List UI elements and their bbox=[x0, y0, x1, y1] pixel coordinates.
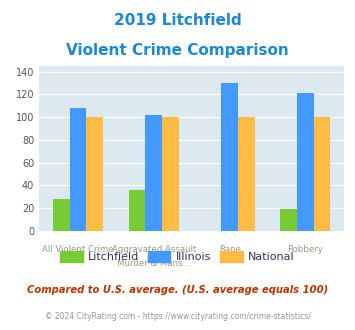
Legend: Litchfield, Illinois, National: Litchfield, Illinois, National bbox=[56, 247, 299, 267]
Text: Aggravated Assault: Aggravated Assault bbox=[111, 245, 196, 254]
Text: © 2024 CityRating.com - https://www.cityrating.com/crime-statistics/: © 2024 CityRating.com - https://www.city… bbox=[45, 312, 310, 321]
Bar bbox=[297, 93, 314, 231]
Text: Murder & Mans...: Murder & Mans... bbox=[117, 259, 191, 268]
Text: Violent Crime Comparison: Violent Crime Comparison bbox=[66, 43, 289, 58]
Bar bbox=[70, 108, 86, 231]
Bar bbox=[238, 117, 255, 231]
Bar bbox=[86, 117, 103, 231]
Text: Rape: Rape bbox=[219, 245, 241, 254]
Bar bbox=[221, 83, 238, 231]
Bar bbox=[129, 190, 146, 231]
Text: Compared to U.S. average. (U.S. average equals 100): Compared to U.S. average. (U.S. average … bbox=[27, 285, 328, 295]
Bar bbox=[53, 199, 70, 231]
Bar bbox=[146, 115, 162, 231]
Bar bbox=[314, 117, 331, 231]
Text: All Violent Crime: All Violent Crime bbox=[42, 245, 114, 254]
Bar bbox=[162, 117, 179, 231]
Text: 2019 Litchfield: 2019 Litchfield bbox=[114, 13, 241, 28]
Text: Robbery: Robbery bbox=[288, 245, 323, 254]
Bar bbox=[280, 209, 297, 231]
